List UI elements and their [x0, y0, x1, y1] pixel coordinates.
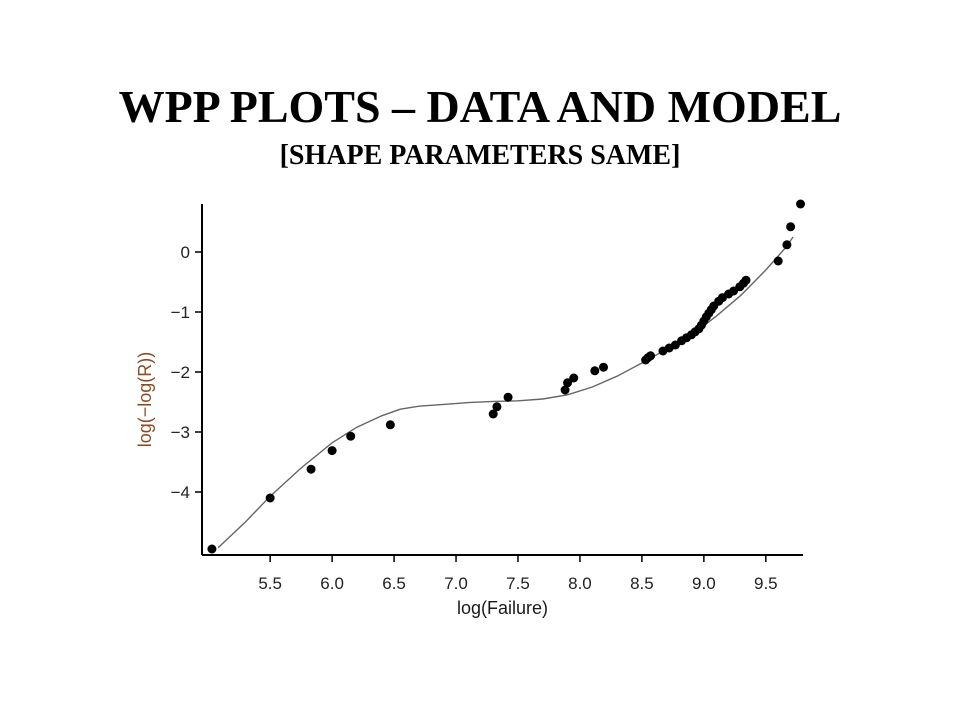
data-point — [207, 544, 217, 554]
data-point — [646, 351, 656, 361]
y-tick-label: −4 — [171, 483, 190, 502]
x-axis-title: log(Failure) — [457, 598, 548, 618]
data-point — [786, 222, 796, 232]
data-point — [563, 378, 573, 388]
y-axis-title: log(−log(R)) — [135, 352, 155, 448]
x-tick-label: 8.0 — [568, 574, 592, 593]
data-point — [346, 431, 356, 441]
x-tick-label: 5.5 — [258, 574, 282, 593]
data-point — [327, 446, 337, 456]
y-tick-label: −1 — [171, 303, 190, 322]
x-tick-label: 6.0 — [320, 574, 344, 593]
data-points-group — [207, 199, 806, 554]
x-tick-label: 6.5 — [382, 574, 406, 593]
x-tick-label: 7.0 — [444, 574, 468, 593]
slide-title: WPP PLOTS – DATA AND MODEL — [118, 81, 842, 132]
y-tick-label: −3 — [171, 423, 190, 442]
x-tick-label: 8.5 — [630, 574, 654, 593]
x-tick-label: 9.5 — [754, 574, 778, 593]
y-tick-label: 0 — [181, 243, 190, 262]
data-point — [492, 402, 502, 412]
data-point — [590, 366, 600, 376]
data-point — [503, 392, 513, 402]
slide-subtitle: [SHAPE PARAMETERS SAME] — [279, 140, 681, 171]
x-tick-label: 9.0 — [692, 574, 716, 593]
data-point — [488, 409, 498, 419]
y-tick-label: −2 — [171, 363, 190, 382]
chart-axes: 5.5 6.0 6.5 7.0 7.5 8.0 8.5 9.0 9.5 0 −1 −2 −3 −4 — [171, 204, 803, 593]
data-point — [265, 493, 275, 503]
data-point — [569, 373, 579, 383]
model-curve-line — [217, 236, 794, 549]
data-point — [598, 362, 608, 372]
data-point — [782, 240, 792, 250]
data-point — [385, 420, 395, 430]
data-point — [796, 199, 806, 209]
x-tick-label: 7.5 — [506, 574, 530, 593]
data-point — [741, 275, 751, 285]
data-point — [773, 256, 783, 266]
data-point — [560, 385, 570, 395]
model-curve-group — [217, 236, 794, 549]
data-point — [306, 464, 316, 474]
